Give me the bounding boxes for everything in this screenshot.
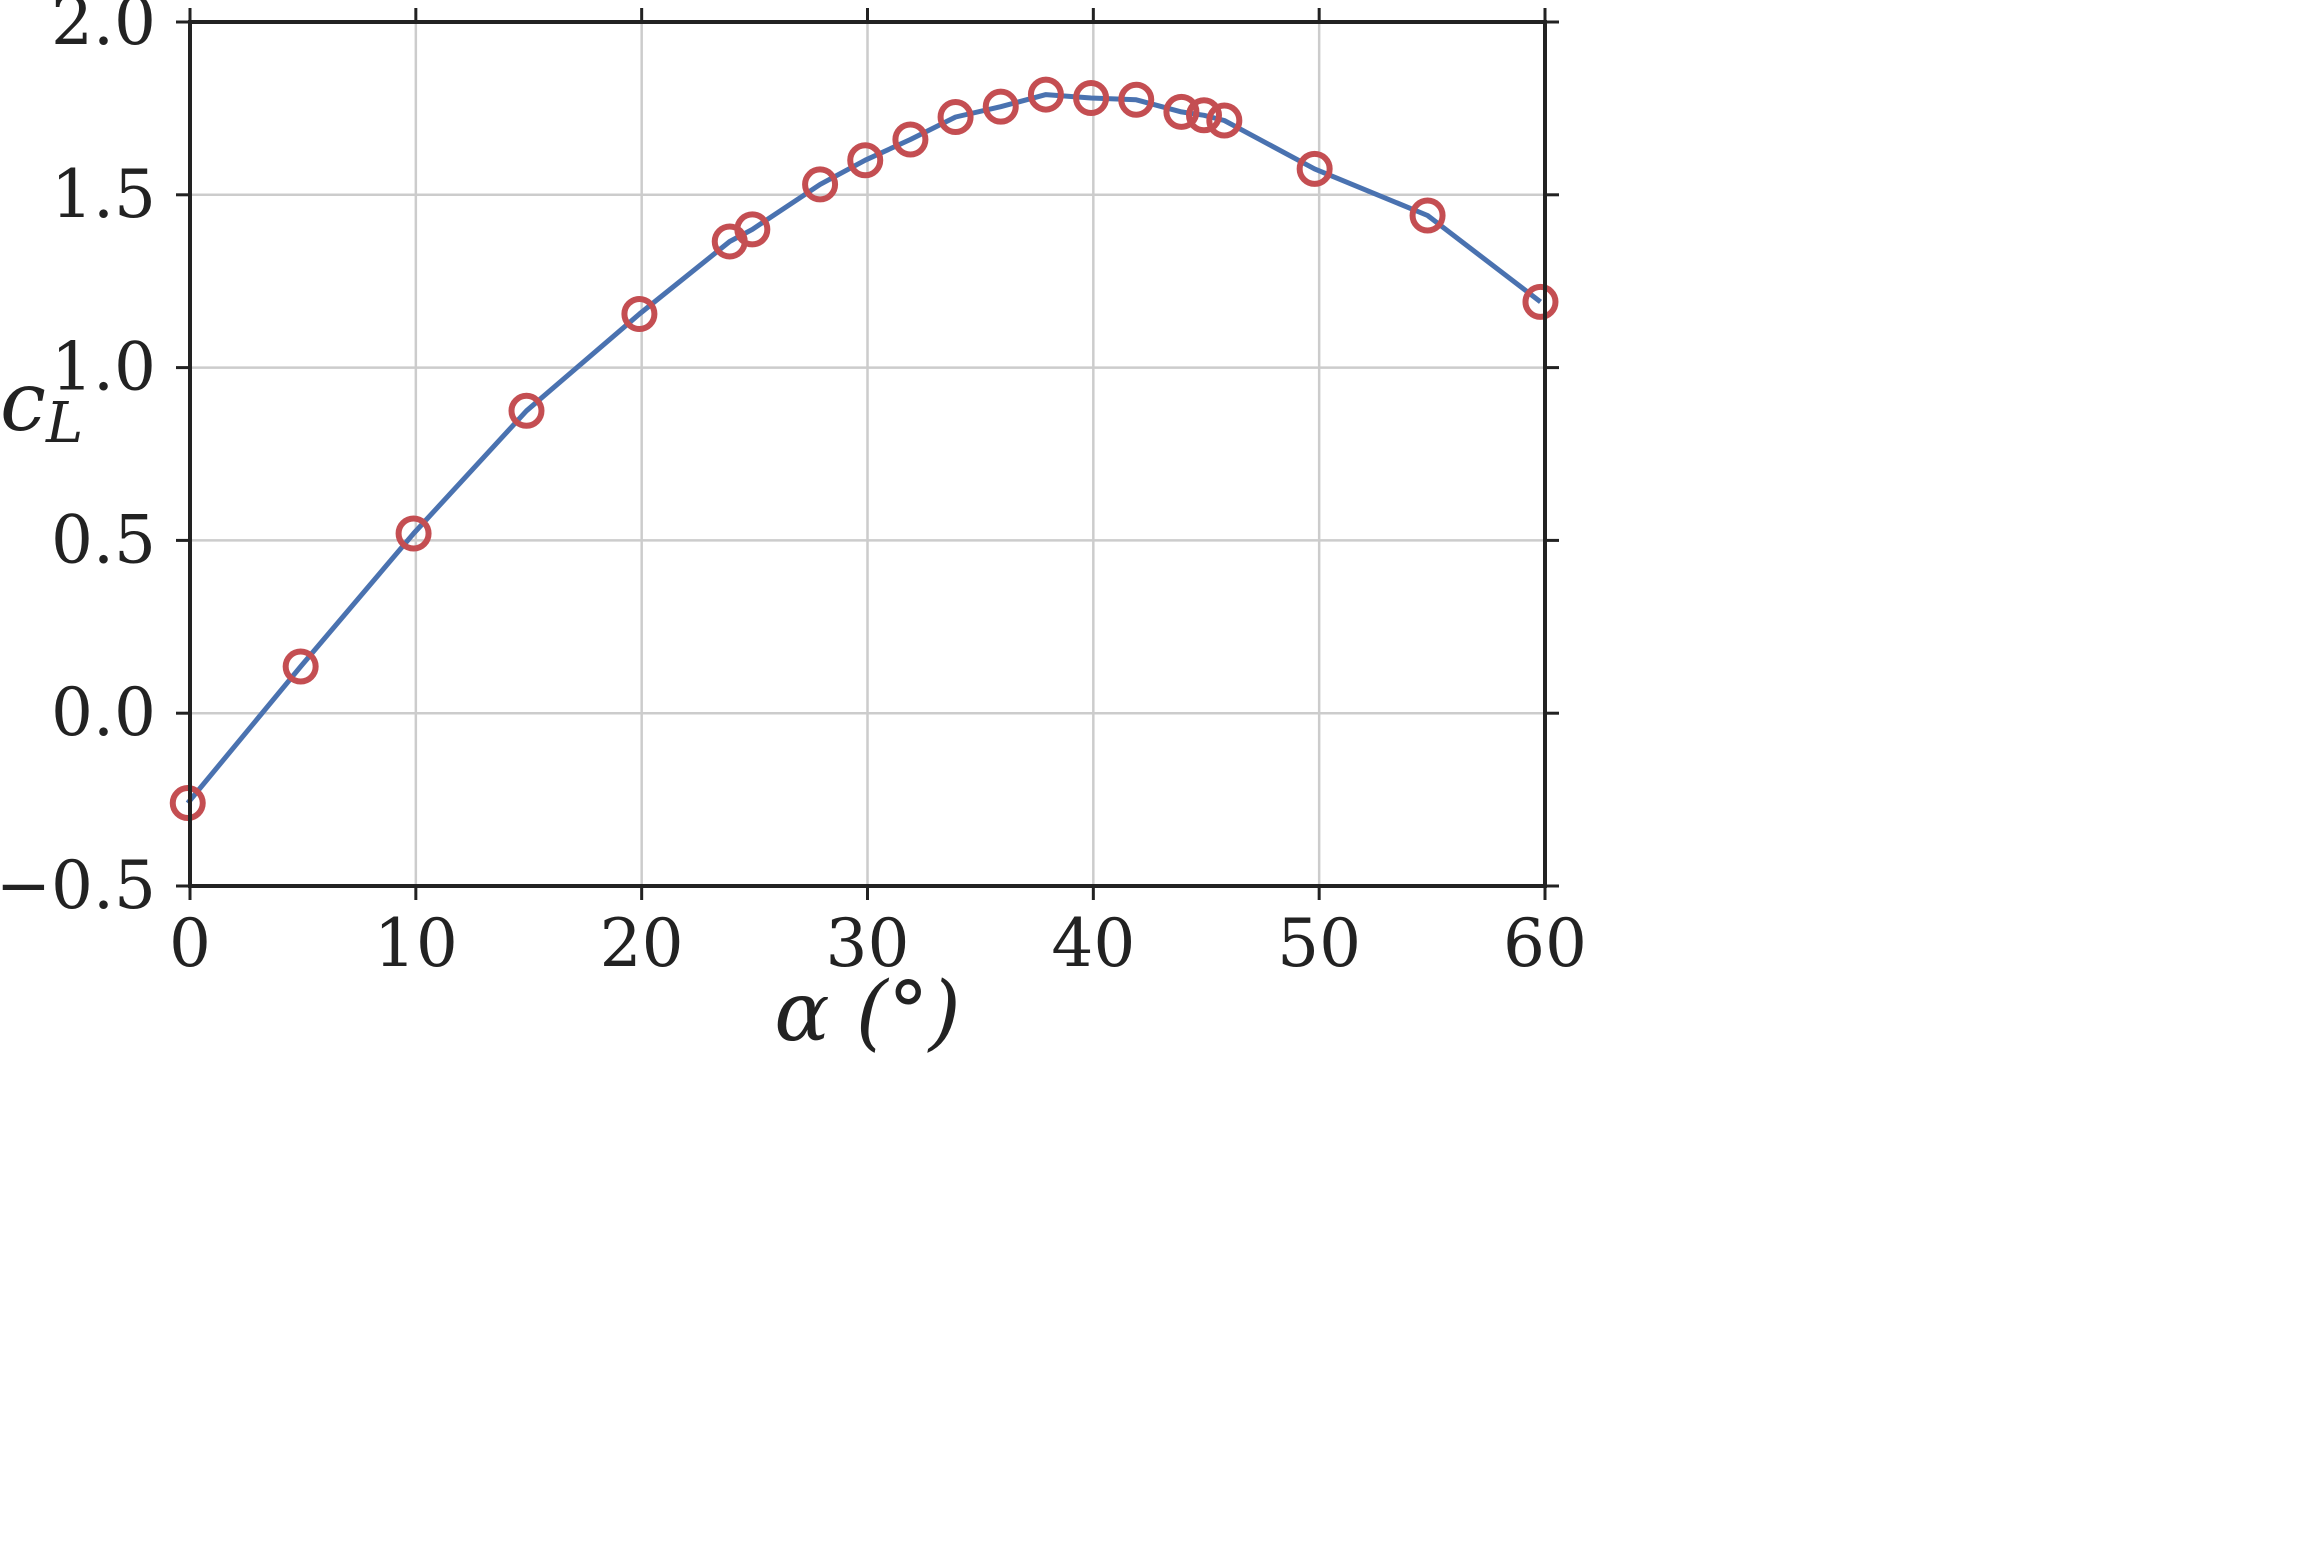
y-axis-label: cL <box>0 355 83 456</box>
x-axis-label: α (°) <box>774 965 960 1060</box>
data-point <box>1185 97 1222 134</box>
data-point <box>169 785 206 822</box>
x-tick-label: 30 <box>826 905 910 982</box>
y-tick-label: −0.5 <box>0 847 156 924</box>
x-tick-label: 10 <box>374 905 458 982</box>
x-tick-label: 40 <box>1051 905 1135 982</box>
y-tick-label: 1.5 <box>51 156 156 233</box>
data-point <box>1206 102 1243 139</box>
data-point <box>1073 80 1110 117</box>
x-tick-label: 50 <box>1277 905 1361 982</box>
data-point <box>802 166 839 203</box>
data-point <box>847 142 884 179</box>
data-point <box>1027 76 1064 113</box>
data-point <box>1118 81 1155 118</box>
data-point <box>1522 283 1559 320</box>
y-axis-label-sub: L <box>45 391 83 456</box>
y-tick-label: 0.5 <box>51 501 156 578</box>
x-tick-label: 20 <box>600 905 684 982</box>
data-point <box>937 99 974 136</box>
y-axis-label-main: c <box>0 355 46 450</box>
data-point <box>1409 197 1446 234</box>
y-tick-label: 0.0 <box>51 674 156 751</box>
data-point <box>508 392 545 429</box>
x-tick-label: 0 <box>169 905 211 982</box>
series-line <box>185 92 1543 805</box>
data-point <box>395 515 432 552</box>
data-point <box>282 648 319 685</box>
data-point <box>734 211 771 248</box>
x-tick-label: 60 <box>1503 905 1587 982</box>
series-layer <box>169 76 1559 822</box>
data-point <box>892 121 929 158</box>
data-point <box>1163 93 1200 130</box>
data-point <box>621 296 658 333</box>
grid <box>188 20 1547 888</box>
ticks <box>176 8 1559 900</box>
y-tick-label: 1.0 <box>51 329 156 406</box>
data-point <box>982 88 1019 125</box>
data-point <box>1296 150 1333 187</box>
y-tick-label: 2.0 <box>51 0 156 60</box>
labels: 0 10 20 30 40 50 60 −0.5 0.0 0.5 1.0 1.5 2.0 <box>0 0 1587 982</box>
